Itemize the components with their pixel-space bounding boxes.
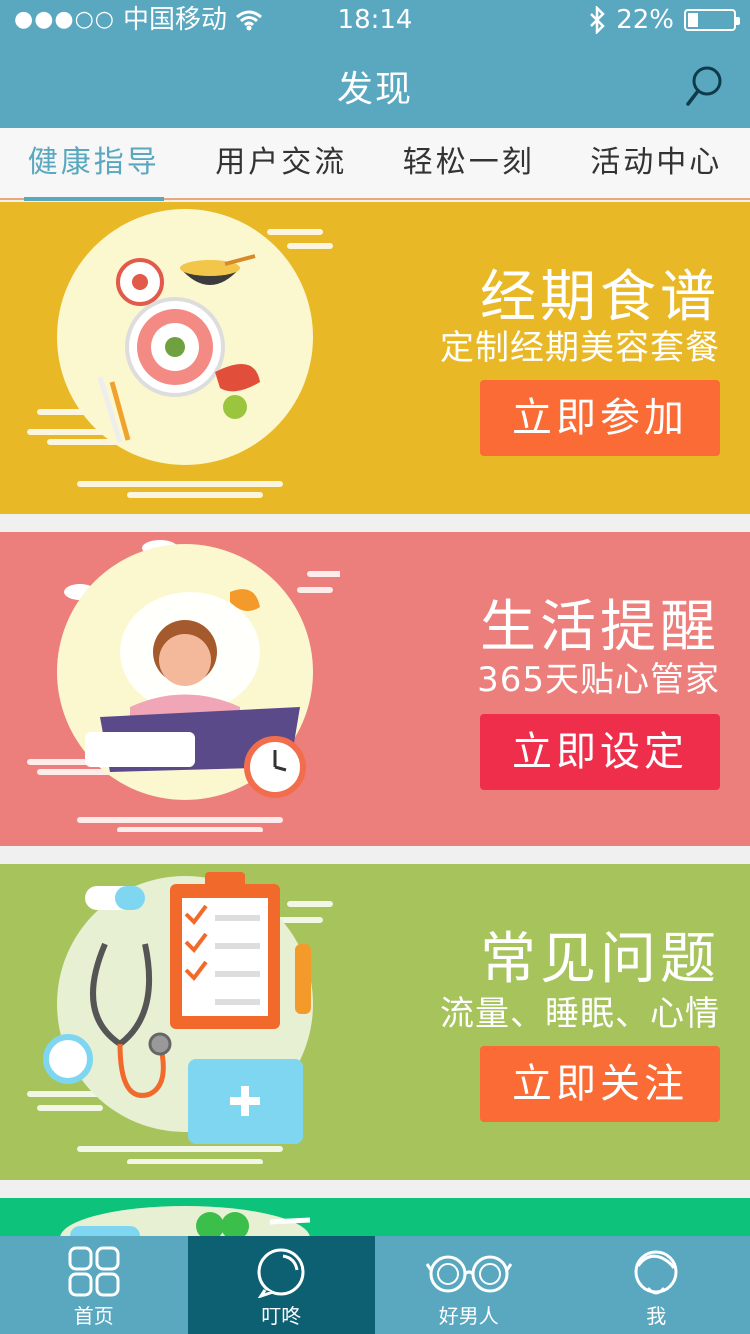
tab-relax-moment[interactable]: 轻松一刻: [402, 145, 535, 180]
card-period-recipes[interactable]: 经期食谱 定制经期美容套餐 立即参加: [0, 202, 750, 514]
battery-percent: 22%: [616, 5, 674, 35]
top-bar: ●●●○○ 中国移动 18:14 22% 发现: [0, 0, 750, 128]
status-bar: ●●●○○ 中国移动 18:14 22%: [0, 0, 750, 40]
status-left: ●●●○○ 中国移动: [14, 0, 263, 40]
battery-icon: [684, 9, 740, 31]
join-now-button[interactable]: 立即参加: [480, 380, 720, 456]
nav-label: 我: [646, 1304, 667, 1328]
search-icon[interactable]: [684, 64, 724, 108]
food-illustration: [27, 209, 333, 498]
card-subtitle: 定制经期美容套餐: [440, 328, 720, 368]
chat-bubble-icon: [257, 1248, 305, 1298]
nav-label: 叮咚: [261, 1304, 302, 1328]
nav-item-me[interactable]: 我: [563, 1236, 750, 1334]
card-subtitle: 365天贴心管家: [477, 660, 720, 700]
status-time: 18:14: [337, 5, 413, 35]
card-common-questions[interactable]: 常见问题 流量、睡眠、心情 立即关注: [0, 864, 750, 1180]
grid-icon: [68, 1246, 120, 1297]
tab-user-exchange[interactable]: 用户交流: [215, 145, 348, 180]
bluetooth-icon: [590, 6, 605, 34]
carrier-name: 中国移动: [122, 5, 227, 35]
page-title: 发现: [336, 69, 413, 110]
user-icon: [634, 1250, 678, 1295]
tab-activity-center[interactable]: 活动中心: [590, 145, 723, 180]
category-tabs: 健康指导 用户交流 轻松一刻 活动中心: [0, 127, 750, 201]
status-right: 22%: [588, 0, 740, 40]
card-title: 常见问题: [480, 927, 720, 992]
tab-health-guide[interactable]: 健康指导: [23, 127, 164, 201]
nav-item-good-man[interactable]: 好男人: [375, 1236, 563, 1334]
nav-item-dingdong[interactable]: 叮咚: [187, 1236, 375, 1334]
partial-illustration: [60, 1206, 311, 1236]
nav-item-home[interactable]: 首页: [0, 1236, 188, 1334]
bottom-nav: 首页 叮咚 好男人 我: [0, 1236, 750, 1334]
sleep-illustration: [27, 540, 340, 832]
set-now-button[interactable]: 立即设定: [480, 714, 720, 790]
card-subtitle: 流量、睡眠、心情: [440, 994, 720, 1034]
card-partial[interactable]: [0, 1198, 750, 1236]
glasses-icon: [425, 1255, 512, 1293]
medical-illustration: [27, 872, 333, 1164]
wifi-icon: [236, 10, 262, 31]
follow-now-button[interactable]: 立即关注: [480, 1046, 720, 1122]
battery-fill: [688, 13, 698, 27]
card-title: 生活提醒: [480, 595, 720, 660]
nav-label: 好男人: [438, 1304, 499, 1328]
card-title: 经期食谱: [480, 265, 720, 330]
signal-strength-icon: ●●●○○: [14, 7, 115, 32]
card-life-reminder[interactable]: 生活提醒 365天贴心管家 立即设定: [0, 532, 750, 846]
nav-label: 首页: [73, 1304, 114, 1328]
